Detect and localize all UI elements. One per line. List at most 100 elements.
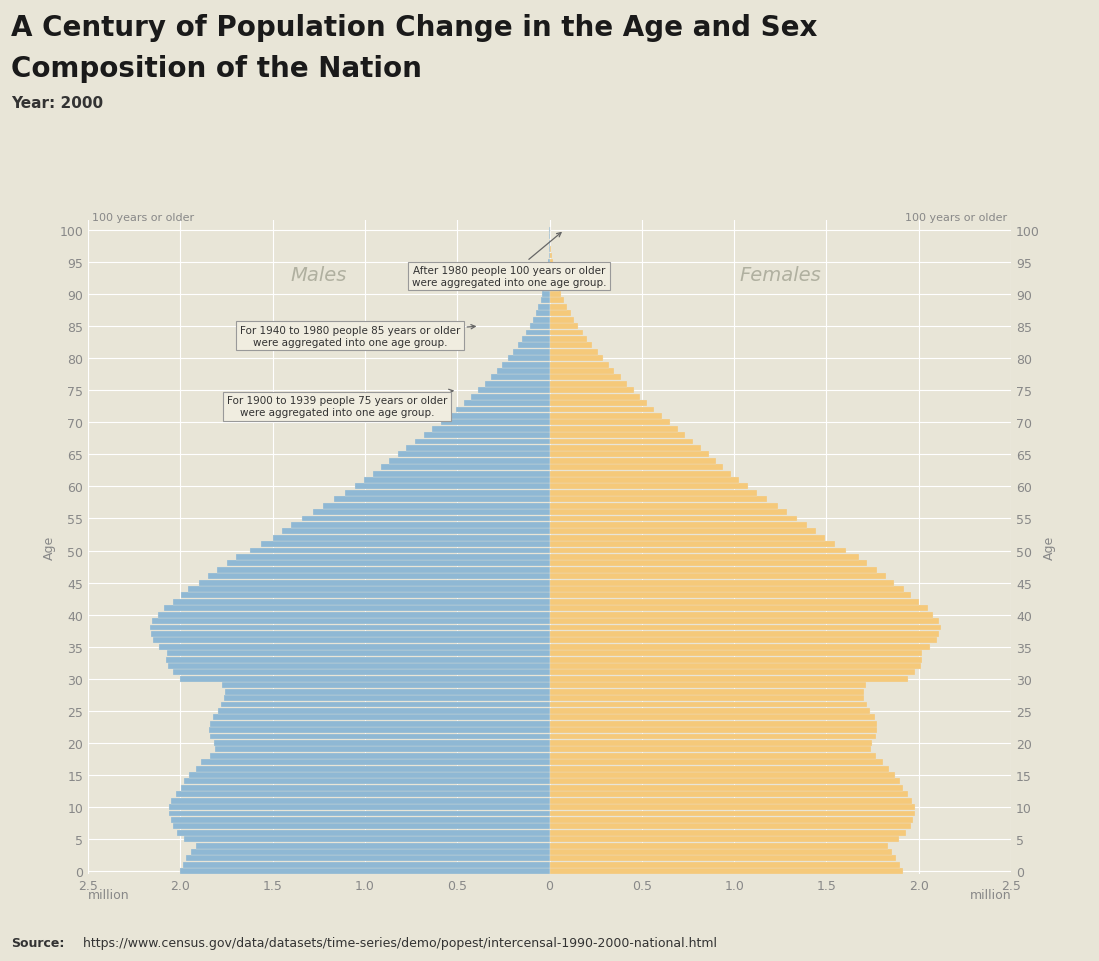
Bar bbox=[550, 702, 867, 707]
Bar bbox=[550, 509, 787, 515]
Bar bbox=[273, 535, 550, 541]
Bar bbox=[199, 580, 550, 586]
Bar bbox=[149, 625, 550, 630]
Bar bbox=[550, 458, 715, 464]
Bar bbox=[262, 542, 550, 548]
Bar bbox=[210, 753, 550, 759]
Bar bbox=[550, 574, 886, 579]
Bar bbox=[550, 343, 592, 349]
Bar bbox=[543, 292, 550, 298]
Bar bbox=[550, 663, 921, 669]
Bar bbox=[550, 247, 551, 253]
Bar bbox=[214, 740, 550, 746]
Bar bbox=[291, 523, 550, 529]
Bar bbox=[550, 285, 559, 291]
Bar bbox=[170, 817, 550, 823]
Bar bbox=[550, 478, 740, 483]
Bar bbox=[550, 605, 928, 611]
Bar bbox=[196, 766, 550, 772]
Bar bbox=[545, 279, 550, 284]
Bar bbox=[530, 324, 550, 330]
Bar bbox=[550, 651, 922, 656]
Bar bbox=[550, 747, 870, 752]
Bar bbox=[550, 432, 685, 438]
Bar bbox=[550, 850, 892, 855]
Bar bbox=[550, 497, 767, 503]
Bar bbox=[227, 561, 550, 567]
Bar bbox=[171, 798, 550, 803]
Bar bbox=[196, 843, 550, 849]
Bar bbox=[550, 773, 895, 778]
Text: A Century of Population Change in the Age and Sex: A Century of Population Change in the Ag… bbox=[11, 14, 818, 42]
Bar bbox=[166, 657, 550, 663]
Bar bbox=[389, 458, 550, 464]
Bar bbox=[184, 862, 550, 868]
Bar bbox=[167, 651, 550, 656]
Bar bbox=[550, 350, 598, 356]
Bar bbox=[164, 605, 550, 611]
Bar bbox=[550, 394, 641, 400]
Bar bbox=[550, 427, 678, 432]
Bar bbox=[177, 830, 550, 836]
Bar bbox=[550, 336, 587, 342]
Bar bbox=[550, 254, 552, 259]
Bar bbox=[550, 644, 930, 650]
Text: 100 years or older: 100 years or older bbox=[91, 213, 193, 223]
Bar bbox=[313, 509, 550, 515]
Bar bbox=[550, 279, 557, 284]
Bar bbox=[550, 721, 877, 727]
Bar bbox=[550, 471, 731, 477]
Bar bbox=[153, 638, 550, 644]
Bar bbox=[550, 657, 922, 663]
Bar bbox=[536, 311, 550, 317]
Text: million: million bbox=[969, 888, 1011, 900]
Bar bbox=[547, 266, 550, 272]
Bar bbox=[550, 708, 870, 714]
Bar bbox=[158, 612, 550, 618]
Bar bbox=[180, 677, 550, 682]
Bar bbox=[323, 504, 550, 509]
Bar bbox=[464, 401, 550, 407]
Bar bbox=[508, 356, 550, 361]
Bar bbox=[550, 696, 864, 702]
Bar bbox=[550, 824, 911, 829]
Bar bbox=[302, 516, 550, 522]
Bar bbox=[550, 734, 876, 740]
Bar bbox=[441, 420, 550, 426]
Bar bbox=[550, 631, 940, 637]
Bar bbox=[550, 855, 897, 861]
Bar bbox=[251, 548, 550, 554]
Bar bbox=[235, 554, 550, 560]
Bar bbox=[518, 343, 550, 349]
Bar bbox=[533, 317, 550, 323]
Bar bbox=[550, 580, 895, 586]
Bar bbox=[550, 420, 669, 426]
Bar bbox=[334, 497, 550, 503]
Bar bbox=[550, 375, 621, 381]
Bar bbox=[456, 407, 550, 413]
Bar bbox=[550, 619, 939, 625]
Bar bbox=[550, 862, 900, 868]
Text: Year: 2000: Year: 2000 bbox=[11, 96, 103, 111]
Bar bbox=[550, 548, 846, 554]
Bar bbox=[448, 413, 550, 419]
Bar bbox=[550, 759, 884, 765]
Bar bbox=[550, 490, 757, 496]
Bar bbox=[224, 696, 550, 702]
Text: Composition of the Nation: Composition of the Nation bbox=[11, 55, 422, 83]
Bar bbox=[550, 817, 913, 823]
Bar bbox=[168, 804, 550, 810]
Bar bbox=[550, 273, 555, 279]
Bar bbox=[398, 452, 550, 457]
Text: Males: Males bbox=[290, 266, 347, 285]
Bar bbox=[432, 427, 550, 432]
Bar bbox=[550, 484, 748, 490]
Bar bbox=[222, 682, 550, 688]
Bar bbox=[550, 504, 777, 509]
Bar bbox=[550, 843, 888, 849]
Bar bbox=[550, 612, 933, 618]
Bar bbox=[550, 766, 889, 772]
Bar bbox=[218, 708, 550, 714]
Bar bbox=[550, 670, 915, 676]
Bar bbox=[550, 305, 567, 310]
